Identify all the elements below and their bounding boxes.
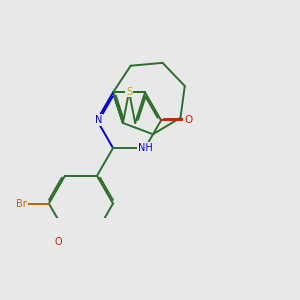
Text: O: O: [184, 115, 193, 125]
Text: O: O: [55, 237, 62, 248]
Text: S: S: [126, 86, 132, 97]
Text: N: N: [95, 115, 102, 125]
Text: Br: Br: [16, 199, 27, 208]
Text: NH: NH: [138, 143, 152, 153]
